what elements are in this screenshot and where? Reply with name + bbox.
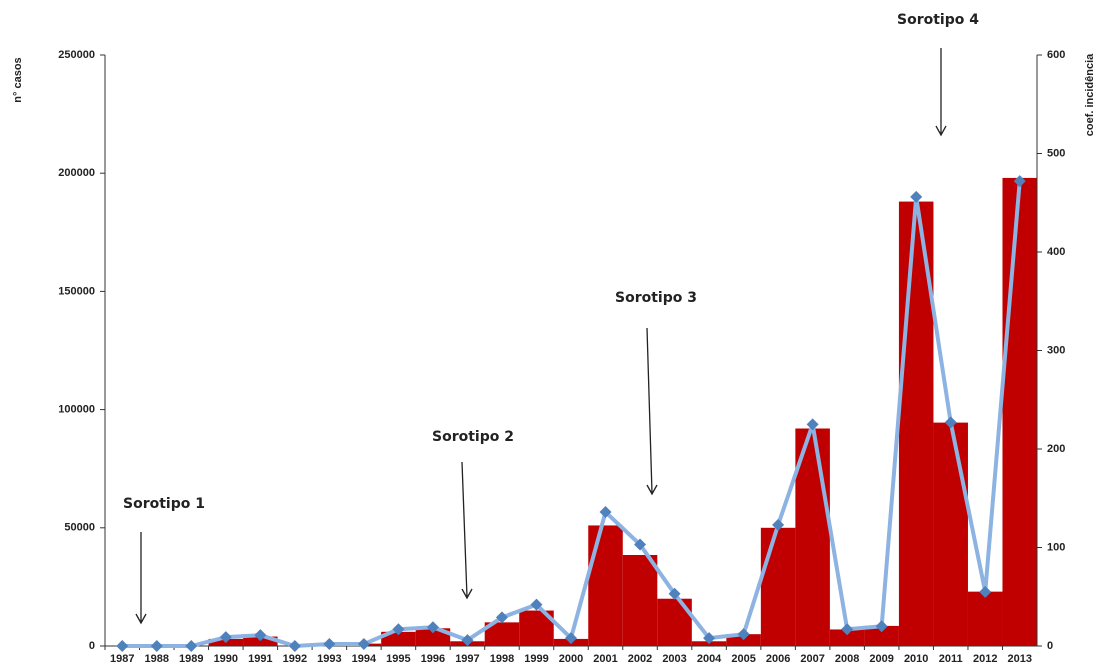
bar <box>760 527 796 646</box>
x-tick-label: 2008 <box>835 653 859 665</box>
y2-tick-label: 400 <box>1047 246 1065 258</box>
marker <box>495 611 508 624</box>
bar <box>588 525 623 646</box>
marker <box>461 634 474 647</box>
x-tick-label: 2004 <box>697 653 722 665</box>
y-tick-label: 50000 <box>64 522 95 534</box>
marker <box>116 640 129 652</box>
x-tick-label: 1997 <box>455 653 479 665</box>
marker <box>323 638 336 651</box>
marker <box>426 621 439 634</box>
x-tick-label: 2005 <box>731 653 755 665</box>
bar <box>967 591 1003 646</box>
y2-tick-label: 300 <box>1047 344 1065 356</box>
x-tick-label: 1991 <box>248 653 272 665</box>
bar <box>829 629 865 646</box>
x-tick-label: 1994 <box>352 653 377 665</box>
x-tick-label: 1990 <box>214 653 238 665</box>
y2-tick-label: 0 <box>1047 640 1053 652</box>
x-tick-label: 2013 <box>1007 653 1031 665</box>
marker <box>392 623 405 636</box>
marker <box>703 632 716 645</box>
bar <box>381 631 416 646</box>
marker <box>254 629 267 642</box>
bar <box>795 428 830 646</box>
marker <box>910 190 923 203</box>
y-axis-label: n° casos <box>12 57 24 102</box>
x-tick-label: 1989 <box>179 653 203 665</box>
x-tick-label: 2002 <box>628 653 652 665</box>
x-tick-label: 1999 <box>524 653 548 665</box>
arrow <box>646 327 658 496</box>
x-tick-label: 2001 <box>593 653 617 665</box>
annotation-arrows <box>135 48 947 625</box>
annotation: Sorotipo 4 <box>897 12 979 28</box>
marker <box>737 628 750 641</box>
x-tick-label: 1987 <box>110 653 134 665</box>
x-tick-label: 2007 <box>800 653 824 665</box>
bar <box>657 598 692 646</box>
marker <box>599 506 612 519</box>
y2-tick-label: 500 <box>1047 147 1065 159</box>
bar <box>484 622 520 646</box>
x-tick-label: 2000 <box>559 653 583 665</box>
x-tick-label: 1998 <box>490 653 514 665</box>
x-tick-label: 1993 <box>317 653 341 665</box>
marker <box>1013 175 1026 188</box>
y-tick-label: 100000 <box>58 404 95 416</box>
bar <box>933 422 968 646</box>
marker <box>357 638 370 651</box>
marker <box>219 631 232 644</box>
arrow <box>935 48 947 137</box>
marker <box>841 623 854 636</box>
marker <box>806 418 819 431</box>
annotation: Sorotipo 3 <box>615 290 697 306</box>
marker <box>530 598 543 611</box>
marker <box>565 632 577 645</box>
x-tick-label: 2009 <box>869 653 893 665</box>
bar <box>1002 177 1037 647</box>
bar <box>864 625 899 646</box>
x-tick-label: 2011 <box>939 653 963 665</box>
marker <box>979 585 992 598</box>
x-tick-label: 1995 <box>386 653 410 665</box>
marker <box>944 416 957 429</box>
arrow <box>461 461 473 600</box>
x-tick-label: 2003 <box>662 653 686 665</box>
y-tick-label: 0 <box>89 640 95 652</box>
marker <box>875 620 888 633</box>
arrow <box>135 532 147 625</box>
y-tick-label: 200000 <box>58 167 95 179</box>
bar <box>243 636 278 646</box>
y2-axis-label: coef. incidência <box>1084 53 1096 136</box>
line <box>122 180 1022 648</box>
bar <box>622 554 658 646</box>
annotation: Sorotipo 1 <box>123 496 205 512</box>
marker <box>150 640 163 652</box>
x-tick-label: 1992 <box>283 653 307 665</box>
marker <box>288 640 301 652</box>
annotation: Sorotipo 2 <box>432 429 514 445</box>
marker <box>185 640 198 652</box>
x-tick-label: 2010 <box>904 653 928 665</box>
bar <box>415 628 451 646</box>
x-tick-label: 2012 <box>973 653 997 665</box>
marker <box>772 518 785 531</box>
marker <box>668 587 681 600</box>
y-tick-label: 250000 <box>58 49 95 61</box>
y-tick-label: 150000 <box>58 285 95 297</box>
y2-tick-label: 600 <box>1047 49 1065 61</box>
y2-tick-label: 200 <box>1047 443 1065 455</box>
x-tick-label: 1996 <box>421 653 445 665</box>
marker <box>634 538 647 551</box>
x-tick-label: 2006 <box>766 653 790 665</box>
x-tick-label: 1988 <box>145 653 169 665</box>
y2-tick-label: 100 <box>1047 541 1065 553</box>
